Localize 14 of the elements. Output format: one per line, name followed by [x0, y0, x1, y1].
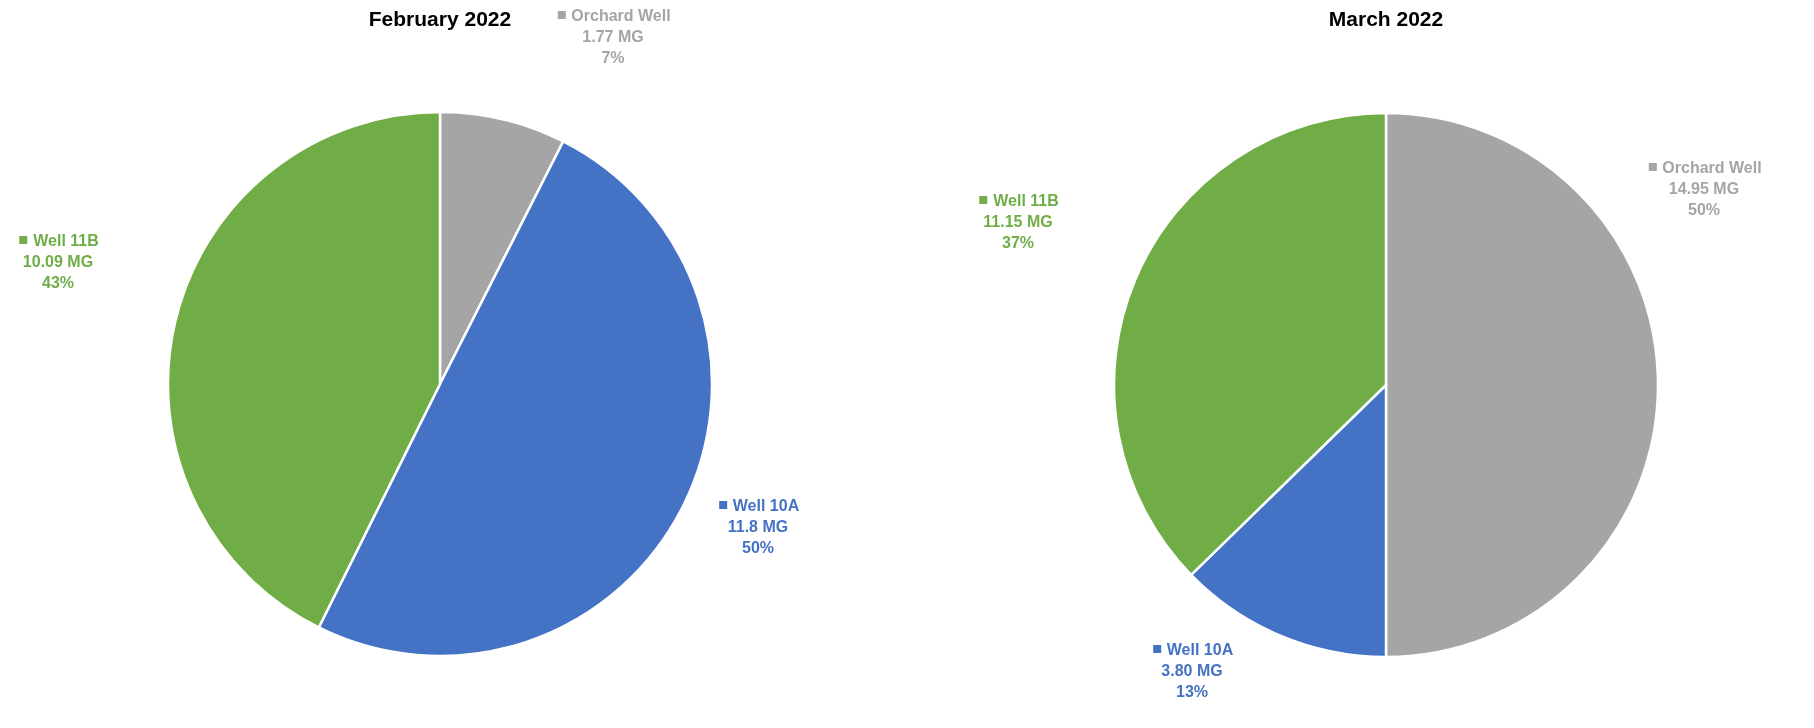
- legend-label: Well 10A: [732, 497, 800, 514]
- legend-label: Orchard Well: [1662, 159, 1762, 176]
- legend-label: Well 10A: [1166, 641, 1234, 658]
- chart-title: March 2022: [1328, 7, 1444, 30]
- legend-label: Well 11B: [33, 232, 99, 249]
- legend-label: Well 11B: [993, 192, 1059, 209]
- legend-label: Orchard Well: [571, 7, 671, 24]
- data-label: 1.77 MG 7%: [582, 28, 644, 66]
- data-label: 11.15 MG 37%: [983, 213, 1053, 251]
- chart-title: February 2022: [368, 7, 512, 30]
- data-label: 11.8 MG 50%: [727, 518, 789, 556]
- data-label: 3.80 MG 13%: [1161, 662, 1223, 700]
- data-label: 10.09 MG 43%: [22, 253, 94, 291]
- data-label: 14.95 MG 50%: [1668, 180, 1740, 218]
